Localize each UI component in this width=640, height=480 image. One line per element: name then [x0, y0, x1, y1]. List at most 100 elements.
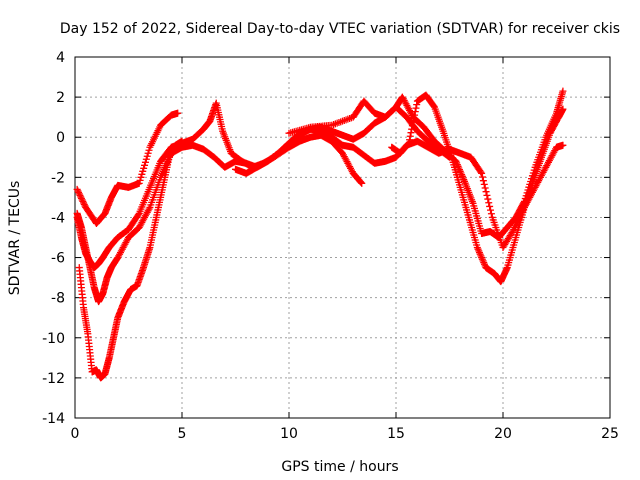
x-tick-label: 5: [178, 426, 187, 442]
data-point: [75, 188, 83, 196]
data-point: [356, 178, 364, 186]
y-tick-label: 0: [56, 130, 65, 146]
data-point: [454, 162, 462, 170]
data-point: [409, 118, 417, 126]
data-point: [411, 111, 419, 119]
x-tick-label: 15: [387, 426, 405, 442]
data-point: [403, 141, 411, 149]
data-point: [174, 109, 182, 117]
data-point: [410, 115, 418, 123]
x-tick-labels: 0 5 10 15 20 25: [71, 426, 619, 442]
data-point: [406, 136, 414, 144]
data-point: [459, 174, 467, 182]
data-point: [139, 167, 147, 175]
series-arc-4: [75, 137, 186, 382]
data-point: [487, 210, 495, 218]
data-point: [143, 152, 151, 160]
data-point: [477, 168, 485, 176]
data-point: [477, 252, 485, 260]
data-point: [78, 196, 86, 204]
chart-title: Day 152 of 2022, Sidereal Day-to-day VTE…: [60, 21, 620, 37]
series-arc-2: [73, 99, 366, 272]
data-series: [73, 87, 567, 382]
data-point: [486, 202, 494, 210]
plot-frame: [74, 56, 611, 419]
data-point: [473, 244, 481, 252]
data-point: [479, 257, 487, 265]
series-arc-5: [232, 125, 567, 252]
data-point: [142, 155, 150, 163]
data-point: [134, 211, 142, 219]
series-arc-7: [388, 91, 567, 286]
data-point: [76, 191, 84, 199]
data-point: [145, 205, 153, 213]
y-axis-label: SDTVAR / TECUs: [7, 181, 23, 296]
data-point: [559, 105, 567, 113]
data-point: [478, 169, 486, 177]
data-point: [476, 250, 484, 258]
data-point: [475, 247, 483, 255]
data-point: [458, 172, 466, 180]
data-point: [456, 167, 464, 175]
x-tick-label: 0: [71, 426, 80, 442]
data-point: [483, 191, 491, 199]
y-tick-label: -12: [42, 371, 65, 387]
data-point: [413, 101, 421, 109]
data-point: [481, 184, 489, 192]
x-tick-label: 25: [601, 426, 619, 442]
y-tick-label: -4: [51, 210, 65, 226]
data-point: [484, 195, 492, 203]
data-point: [480, 259, 488, 267]
data-point: [404, 140, 412, 148]
y-tick-label: -8: [51, 291, 65, 307]
data-point: [141, 161, 149, 169]
data-point: [144, 149, 152, 157]
data-point: [411, 108, 419, 116]
data-point: [487, 206, 495, 214]
data-point: [559, 87, 567, 95]
y-tick-labels: -14 -12 -10 -8 -6 -4 -2 0 2 4: [42, 50, 65, 427]
y-tick-label: 4: [56, 50, 65, 66]
data-point: [136, 176, 144, 184]
data-point: [358, 179, 366, 187]
y-tick-label: 2: [56, 90, 65, 106]
x-axis-label: GPS time / hours: [281, 459, 398, 475]
data-point: [77, 193, 85, 201]
y-tick-label: -14: [42, 411, 65, 427]
data-point: [405, 139, 413, 147]
data-point: [482, 188, 490, 196]
data-point: [178, 137, 186, 145]
series-arc-1: [73, 109, 182, 227]
data-point: [412, 104, 420, 112]
data-point: [480, 180, 488, 188]
data-point: [357, 179, 365, 187]
data-point: [478, 254, 486, 262]
data-point: [74, 187, 82, 195]
data-point: [485, 199, 493, 207]
data-point: [73, 185, 81, 193]
data-point: [407, 129, 415, 137]
y-tick-label: -10: [42, 331, 65, 347]
x-tick-label: 20: [494, 426, 512, 442]
data-point: [79, 197, 87, 205]
data-point: [80, 200, 88, 208]
data-point: [408, 125, 416, 133]
y-tick-label: -6: [51, 251, 65, 267]
data-point: [138, 170, 146, 178]
data-point: [80, 199, 88, 207]
data-point: [478, 255, 486, 263]
data-point: [480, 260, 488, 268]
data-point: [559, 141, 567, 149]
data-point: [145, 146, 153, 154]
data-point: [135, 179, 143, 187]
data-point: [406, 132, 414, 140]
data-point: [475, 249, 483, 257]
data-point: [455, 164, 463, 172]
data-point: [430, 102, 438, 110]
data-point: [457, 169, 465, 177]
data-point: [77, 194, 85, 202]
x-tick-label: 10: [280, 426, 298, 442]
data-point: [479, 177, 487, 185]
data-point: [137, 173, 145, 181]
